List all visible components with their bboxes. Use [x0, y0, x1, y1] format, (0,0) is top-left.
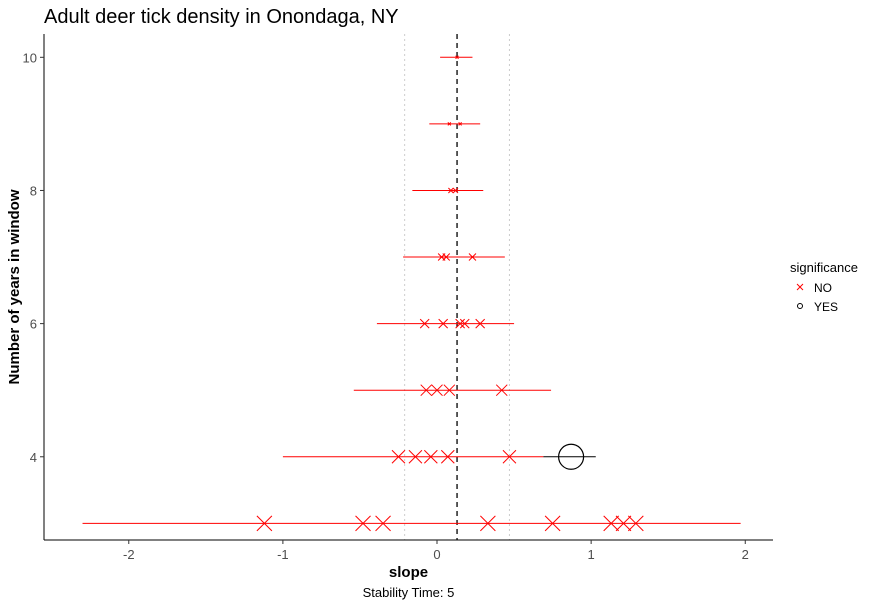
- x-axis-title: slope: [389, 564, 428, 581]
- data-point: [408, 449, 423, 464]
- data-point: [419, 318, 430, 329]
- legend-keys: [796, 283, 804, 309]
- chart-title: Adult deer tick density in Onondaga, NY: [44, 6, 399, 28]
- x-tick-label: -1: [277, 547, 289, 562]
- legend: significance NO YES: [790, 260, 858, 314]
- x-tick-label: -2: [123, 547, 135, 562]
- data-point: [455, 55, 459, 60]
- data-point: [447, 122, 452, 126]
- data-point: [355, 515, 371, 532]
- data-point: [495, 384, 508, 397]
- y-tick-label: 4: [30, 450, 37, 465]
- y-tick-label: 8: [30, 183, 37, 198]
- x-tick-label: 0: [433, 547, 440, 562]
- data-points: [256, 55, 644, 532]
- data-point: [420, 384, 433, 397]
- data-point: [458, 122, 462, 126]
- data-point: [440, 449, 455, 464]
- x-axis-ticks: -2 -1 0 1 2: [123, 540, 749, 562]
- legend-label-yes: YES: [814, 300, 838, 314]
- range-lines: [82, 56, 741, 524]
- x-tick-label: 1: [588, 547, 595, 562]
- data-point: [375, 515, 391, 532]
- legend-label-no: NO: [814, 281, 832, 295]
- data-point: [468, 253, 477, 261]
- y-axis-title: Number of years in window: [6, 189, 23, 384]
- data-point: [502, 449, 517, 464]
- data-point: [627, 515, 644, 532]
- x-tick-label: 2: [742, 547, 749, 562]
- data-point: [391, 449, 406, 464]
- y-axis-ticks: 4 6 8 10: [23, 50, 44, 465]
- data-point: [442, 253, 451, 261]
- legend-key-no: [796, 283, 804, 291]
- legend-key-yes: [797, 303, 803, 309]
- data-point: [452, 187, 459, 194]
- y-tick-label: 10: [23, 50, 37, 65]
- data-point: [603, 515, 620, 532]
- data-point: [615, 515, 632, 532]
- chart-caption: Stability Time: 5: [363, 585, 455, 600]
- reference-lines: [404, 34, 510, 540]
- data-point: [459, 318, 470, 329]
- data-point: [544, 515, 561, 532]
- legend-title: significance: [790, 260, 858, 275]
- data-point-significant: [557, 443, 585, 470]
- data-point: [475, 318, 486, 329]
- data-point: [256, 515, 273, 532]
- data-point: [438, 318, 449, 329]
- data-point: [423, 449, 438, 464]
- y-tick-label: 6: [30, 317, 37, 332]
- data-point: [448, 187, 454, 194]
- data-point: [431, 384, 443, 397]
- data-point: [455, 318, 465, 329]
- data-point: [443, 384, 456, 397]
- data-point: [480, 515, 496, 532]
